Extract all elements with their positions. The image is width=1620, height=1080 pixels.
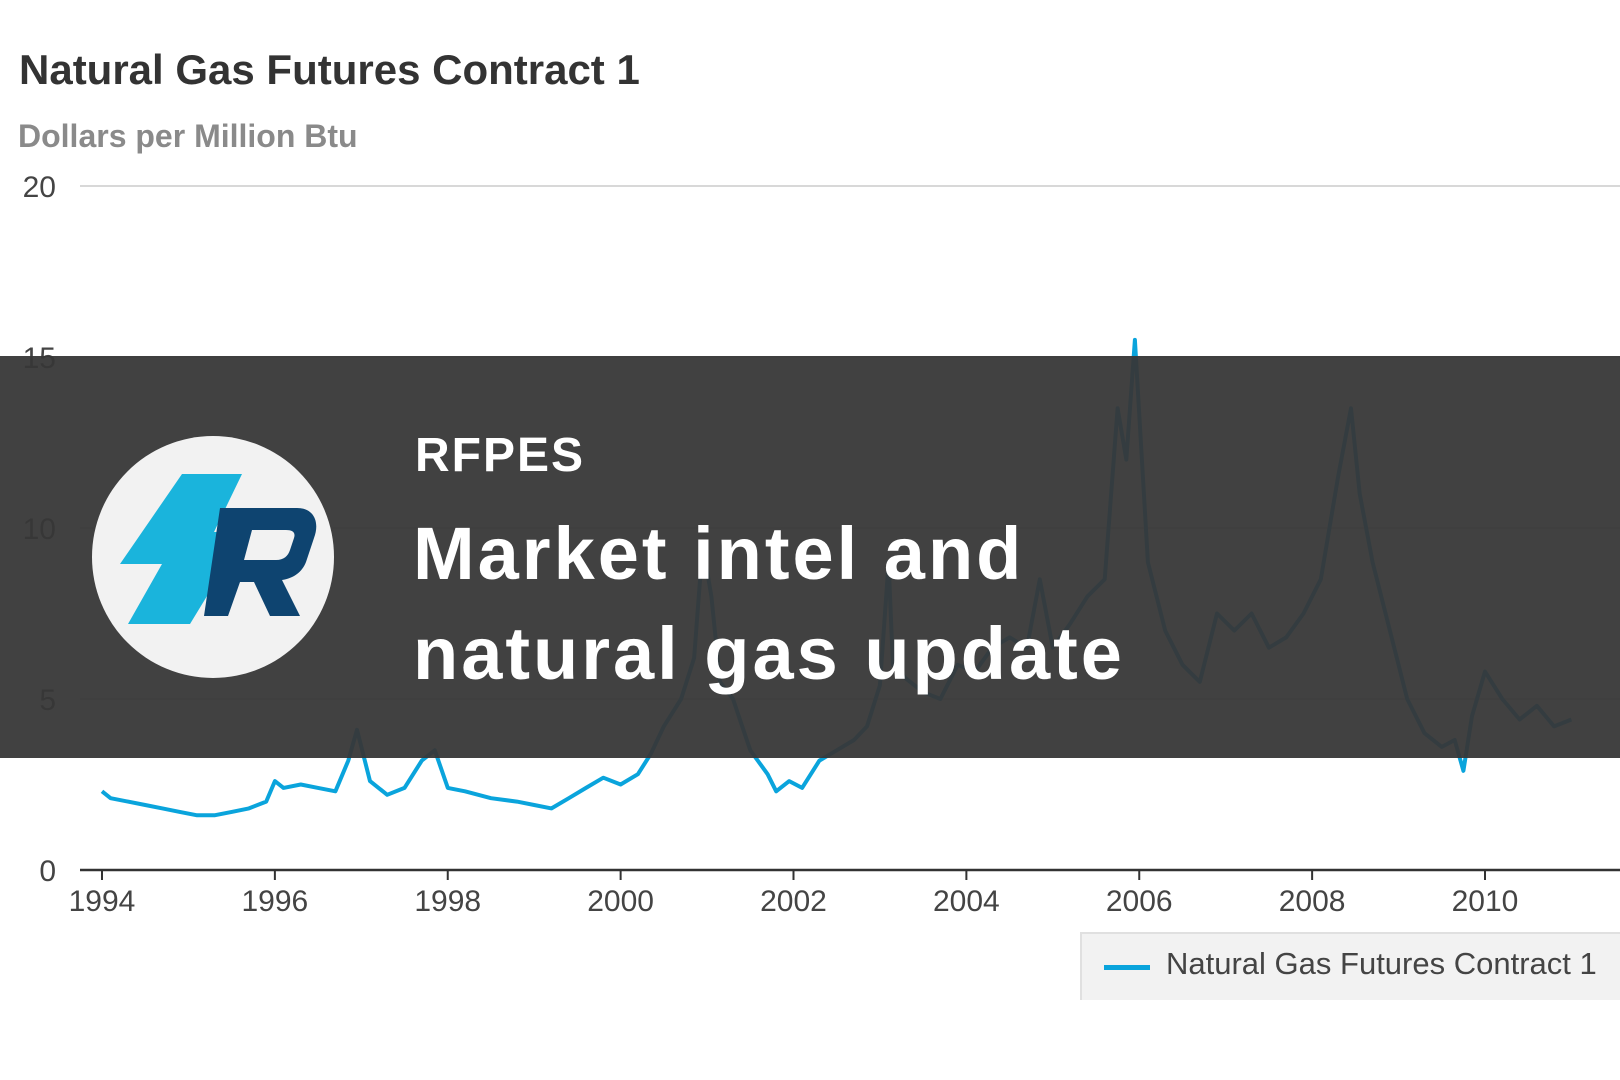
rfpes-logo-icon [120,474,317,624]
letter-r-icon [204,508,317,616]
headline-line-1: Market intel and [413,512,1025,595]
x-tick-label: 1996 [242,885,309,918]
legend-label: Natural Gas Futures Contract 1 [1166,946,1597,981]
legend-swatch [1104,965,1150,970]
lightning-bolt-icon [120,474,246,624]
x-tick-label: 2004 [933,885,1000,918]
headline-line-2: natural gas update [413,612,1125,695]
chart-title: Natural Gas Futures Contract 1 [19,46,640,93]
y-tick-label: 20 [23,171,56,204]
x-tick-label: 2006 [1106,885,1173,918]
logo [92,436,334,678]
x-tick-label: 1998 [414,885,481,918]
headline: Market intel and natural gas update [413,504,1125,704]
y-axis-label: Dollars per Million Btu [18,118,358,154]
legend[interactable]: Natural Gas Futures Contract 1 [1080,932,1620,1000]
y-tick-label: 0 [39,855,56,888]
x-tick-label: 1994 [69,885,136,918]
overlay-banner: RFPES Market intel and natural gas updat… [0,356,1620,758]
x-tick-label: 2000 [587,885,654,918]
x-tick-label: 2002 [760,885,827,918]
brand-name: RFPES [415,429,586,482]
x-tick-label: 2010 [1452,885,1519,918]
x-tick-label: 2008 [1279,885,1346,918]
